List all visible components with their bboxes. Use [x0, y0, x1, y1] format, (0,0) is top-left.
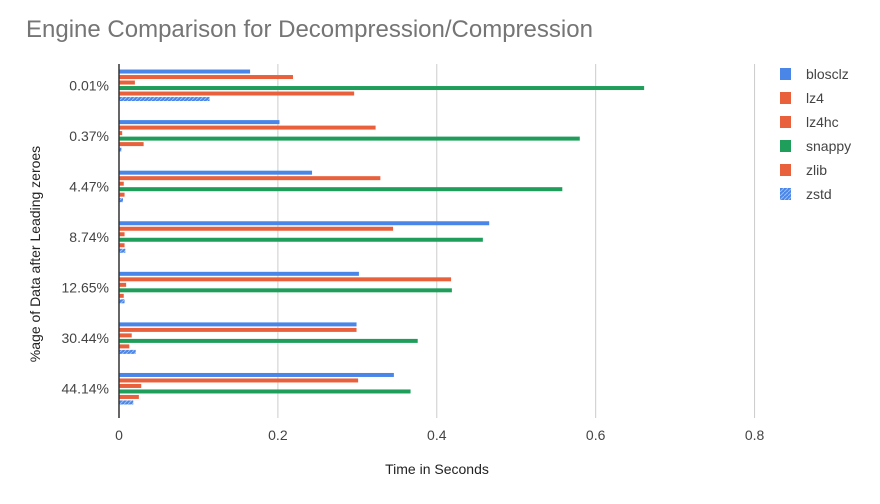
bar-snappy [119, 237, 483, 242]
legend-swatch [780, 92, 791, 104]
y-tick-label: 30.44% [62, 330, 109, 346]
bar-lz4 [119, 176, 381, 181]
x-tick-label: 0.6 [586, 427, 606, 443]
bar-zstd [119, 299, 125, 304]
x-tick-label: 0.2 [268, 427, 288, 443]
bar-snappy [119, 338, 418, 343]
bar-zstd [119, 400, 134, 405]
bar-blosclz [119, 271, 359, 276]
bar-lz4 [119, 226, 394, 231]
bar-lz4hc [119, 282, 127, 287]
y-tick-label: 8.74% [69, 229, 109, 245]
legend-label: zstd [806, 186, 832, 202]
bar-zlib [119, 344, 130, 349]
bar-lz4hc [119, 181, 124, 186]
bar-snappy [119, 389, 411, 394]
bar-snappy [119, 187, 563, 192]
bar-lz4 [119, 75, 293, 80]
bar-zstd [119, 147, 122, 152]
bar-zlib [119, 192, 125, 197]
legend-swatch [780, 140, 791, 152]
legend-label: lz4 [806, 90, 824, 106]
bar-zstd [119, 198, 123, 203]
bar-zlib [119, 394, 139, 399]
chart-title: Engine Comparison for Decompression/Comp… [26, 16, 593, 43]
y-tick-label: 4.47% [69, 178, 109, 194]
bar-zlib [119, 142, 144, 147]
legend-swatch [780, 68, 791, 80]
legend-swatch [780, 164, 791, 176]
x-tick-label: 0 [115, 427, 123, 443]
bar-blosclz [119, 221, 490, 226]
legend-label: lz4hc [806, 114, 839, 130]
bar-blosclz [119, 372, 394, 377]
bar-lz4hc [119, 232, 125, 237]
bar-lz4 [119, 125, 376, 130]
y-tick-label: 0.37% [69, 128, 109, 144]
y-axis-title: %age of Data after Leading zeroes [27, 146, 43, 362]
y-tick-label: 12.65% [62, 280, 109, 296]
bar-lz4 [119, 277, 452, 282]
ticks-layer: 0 0.2 0.4 0.6 0.8 0.01% 0.37% 4.47% 8.74% 12.65% 3… [62, 77, 765, 443]
bar-lz4 [119, 378, 359, 383]
bar-snappy [119, 288, 452, 293]
bar-blosclz [119, 120, 280, 125]
bar-zstd [119, 349, 136, 354]
bar-lz4hc [119, 80, 135, 85]
bar-zlib [119, 243, 125, 248]
bars-layer [119, 69, 645, 405]
bar-blosclz [119, 322, 357, 327]
bar-lz4hc [119, 333, 132, 338]
legend-label: zlib [806, 162, 827, 178]
x-tick-label: 0.4 [427, 427, 447, 443]
bar-lz4 [119, 327, 357, 332]
bar-zlib [119, 91, 355, 96]
y-tick-label: 44.14% [62, 381, 109, 397]
bar-zlib [119, 293, 124, 298]
x-tick-label: 0.8 [745, 427, 765, 443]
legend-swatch [780, 188, 791, 200]
bar-snappy [119, 136, 580, 141]
legend-swatch [780, 116, 791, 128]
bar-zstd [119, 97, 210, 102]
bar-snappy [119, 86, 645, 91]
bar-lz4hc [119, 131, 123, 136]
bar-blosclz [119, 170, 313, 175]
legend-label: snappy [806, 138, 851, 154]
x-axis-title: Time in Seconds [385, 461, 489, 477]
y-tick-label: 0.01% [69, 77, 109, 93]
legend: blosclz lz4 lz4hc snappy zlib zstd [780, 66, 851, 202]
bar-lz4hc [119, 383, 142, 388]
bar-zstd [119, 248, 126, 253]
legend-label: blosclz [806, 66, 849, 82]
bar-blosclz [119, 69, 251, 74]
